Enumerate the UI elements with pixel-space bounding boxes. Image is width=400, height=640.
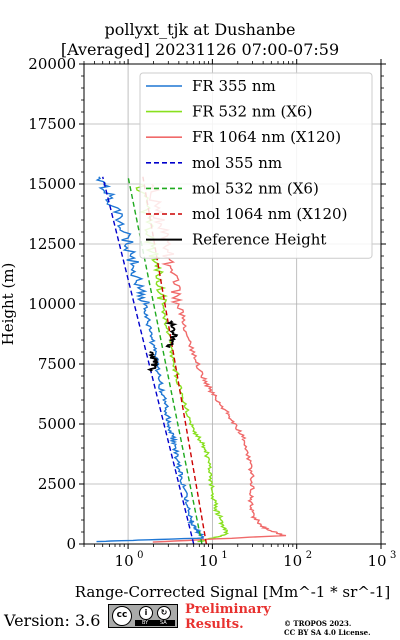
share-alike-icon: ↻ xyxy=(157,606,171,620)
x-tick-label-0: 10 xyxy=(115,552,134,570)
preliminary-line2: Results. xyxy=(185,617,244,632)
x-tick-label-exponent-0: 0 xyxy=(137,550,143,561)
y-axis-label: Height (m) xyxy=(0,263,17,346)
legend-entry-4: mol 532 nm (X6) xyxy=(192,179,319,197)
attribution-icon: i xyxy=(139,606,153,620)
y-tick-label-5: 12500 xyxy=(28,235,76,253)
series-line-reference-height-0 xyxy=(146,351,159,372)
x-tick-label-exponent-1: 1 xyxy=(221,550,227,561)
copyright-line2: CC BY SA 4.0 License. xyxy=(284,628,371,637)
cc-icon: cc xyxy=(112,606,132,626)
cc-sa-label: SA xyxy=(160,620,167,626)
legend-entry-2: FR 1064 nm (X120) xyxy=(192,128,341,146)
y-tick-label-0: 0 xyxy=(66,535,76,553)
legend-entry-3: mol 355 nm xyxy=(192,154,282,172)
x-tick-label-1: 10 xyxy=(199,552,218,570)
y-tick-label-6: 15000 xyxy=(28,175,76,193)
y-tick-label-1: 2500 xyxy=(38,475,76,493)
x-tick-label-2: 10 xyxy=(283,552,302,570)
series-line-reference-height-1 xyxy=(165,320,179,349)
preliminary-line1: Preliminary xyxy=(185,602,271,617)
chart-title-line1: pollyxt_tjk at Dushanbe xyxy=(104,20,296,39)
series-line-mol-355-nm xyxy=(102,176,195,544)
y-tick-label-4: 10000 xyxy=(28,295,76,313)
cc-license-badge: cc i ↻ BY SA xyxy=(108,604,178,628)
y-tick-label-2: 5000 xyxy=(38,415,76,433)
legend-entry-6: Reference Height xyxy=(192,231,326,249)
version-label: Version: 3.6 xyxy=(4,611,101,630)
x-tick-label-3: 10 xyxy=(367,552,386,570)
legend-entry-5: mol 1064 nm (X120) xyxy=(192,205,347,223)
cc-by-label: BY xyxy=(142,620,149,626)
copyright-line1: © TROPOS 2023. xyxy=(284,619,352,628)
series-line-fr-355-nm xyxy=(95,176,205,543)
y-tick-label-7: 17500 xyxy=(28,115,76,133)
x-tick-label-exponent-3: 3 xyxy=(390,550,396,561)
x-axis-label: Range-Corrected Signal [Mm^-1 * sr^-1] xyxy=(75,583,391,601)
legend-box xyxy=(139,72,373,259)
legend-entry-0: FR 355 nm xyxy=(192,77,276,95)
series-line-mol-1064-nm-x120 xyxy=(142,176,208,544)
series-line-fr-1064-nm-x120 xyxy=(148,183,287,543)
y-tick-label-3: 7500 xyxy=(38,355,76,373)
x-tick-label-exponent-2: 2 xyxy=(306,550,312,561)
y-tick-label-8: 20000 xyxy=(28,55,76,73)
legend-entry-1: FR 532 nm (X6) xyxy=(192,103,312,121)
cc-badge-strip xyxy=(135,620,175,626)
chart-title-line2: [Averaged] 20231126 07:00-07:59 xyxy=(60,40,340,59)
